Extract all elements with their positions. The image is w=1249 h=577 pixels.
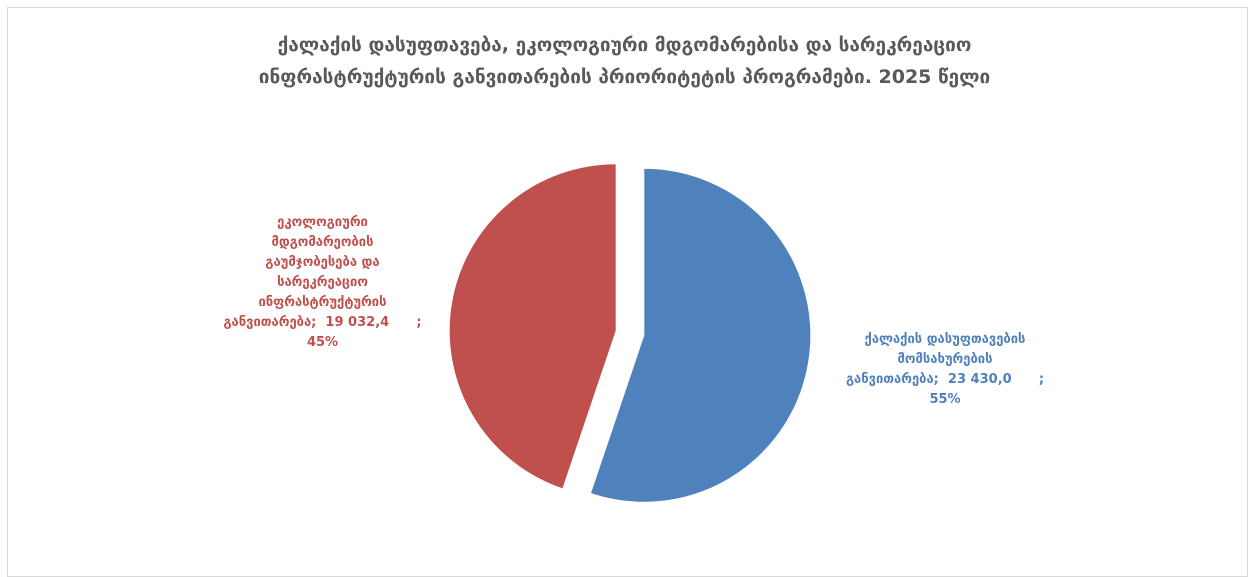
data-label-line: სარეკრეაციო <box>277 275 368 290</box>
data-label-line: გაუმჯობესება და <box>265 255 380 270</box>
data-label-city-cleaning: ქალაქის დასუფთავების მომსახურების განვით… <box>810 330 1080 410</box>
data-label-line: მომსახურების <box>897 352 993 367</box>
data-label-line: მდგომარეობის <box>271 235 374 250</box>
data-label-line: განვითარება; 19 032,4 ; <box>223 315 422 330</box>
data-label-percent: 45% <box>306 335 339 350</box>
data-label-ecology-recreation: ეკოლოგიური მდგომარეობის გაუმჯობესება და … <box>200 213 445 353</box>
chart-title-line-1: ქალაქის დასუფთავება, ეკოლოგიური მდგომარე… <box>277 34 972 56</box>
data-label-line: განვითარება; 23 430,0 ; <box>845 372 1045 387</box>
data-label-line: ინფრასტრუქტურის <box>258 295 387 310</box>
data-label-percent: 55% <box>929 392 961 407</box>
pie-slice-ecology-recreation <box>448 163 617 490</box>
data-label-line: ეკოლოგიური <box>277 215 368 230</box>
chart-title: ქალაქის დასუფთავება, ეკოლოგიური მდგომარე… <box>0 29 1249 93</box>
chart-title-line-2: ინფრასტრუქტურის განვითარების პრიორიტეტის… <box>258 66 991 88</box>
data-label-line: ქალაქის დასუფთავების <box>864 332 1026 347</box>
pie-slice-city-cleaning <box>589 167 812 503</box>
